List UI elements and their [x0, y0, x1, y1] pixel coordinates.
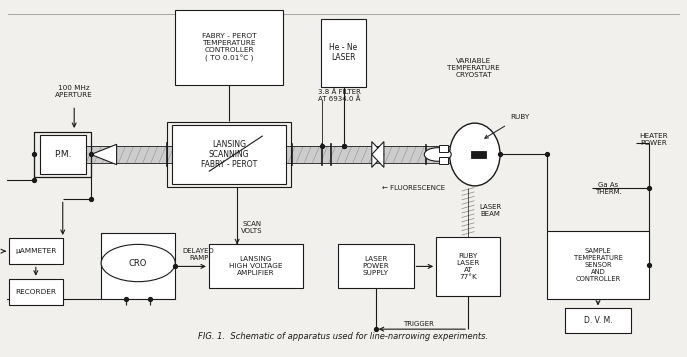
Circle shape [101, 244, 175, 282]
Text: SCAN
VOLTS: SCAN VOLTS [241, 221, 262, 234]
Text: ← FLUORESCENCE: ← FLUORESCENCE [382, 185, 445, 191]
FancyBboxPatch shape [547, 231, 649, 298]
Text: LANSING
SCANNING
FABRY - PEROT: LANSING SCANNING FABRY - PEROT [201, 140, 257, 169]
Text: 100 MHz
APERTURE: 100 MHz APERTURE [56, 85, 93, 98]
Polygon shape [372, 142, 384, 167]
Text: LASER
BEAM: LASER BEAM [480, 204, 502, 217]
FancyBboxPatch shape [101, 233, 175, 300]
Polygon shape [91, 144, 117, 165]
Text: HEATER
POWER: HEATER POWER [640, 133, 668, 146]
FancyBboxPatch shape [172, 125, 286, 184]
Text: CRO: CRO [129, 258, 147, 267]
Text: P.M.: P.M. [54, 150, 71, 159]
Text: DELAYED
RAMP: DELAYED RAMP [183, 248, 214, 261]
Text: RUBY: RUBY [510, 114, 530, 120]
Text: FABRY - PEROT
TEMPERATURE
CONTROLLER
( TO 0.01°C ): FABRY - PEROT TEMPERATURE CONTROLLER ( T… [202, 34, 256, 62]
FancyBboxPatch shape [40, 135, 86, 174]
Circle shape [425, 148, 451, 161]
Text: SAMPLE
TEMPERATURE
SENSOR
AND
CONTROLLER: SAMPLE TEMPERATURE SENSOR AND CONTROLLER [574, 248, 622, 282]
Ellipse shape [449, 123, 500, 186]
Text: RUBY
LASER
AT
77°K: RUBY LASER AT 77°K [456, 253, 480, 280]
FancyBboxPatch shape [209, 244, 303, 288]
FancyBboxPatch shape [9, 238, 63, 265]
Text: FIG. 1.  Schematic of apparatus used for line-narrowing experiments.: FIG. 1. Schematic of apparatus used for … [199, 332, 488, 341]
FancyBboxPatch shape [9, 278, 63, 305]
Text: LASER
POWER
SUPPLY: LASER POWER SUPPLY [363, 256, 390, 276]
Text: 3.8 Å FILTER
AT 6934.0 Å: 3.8 Å FILTER AT 6934.0 Å [318, 88, 361, 102]
Text: μAMMETER: μAMMETER [15, 248, 56, 254]
Polygon shape [372, 142, 384, 167]
FancyBboxPatch shape [321, 19, 366, 87]
Bar [439, 157, 448, 164]
FancyBboxPatch shape [565, 308, 631, 333]
FancyBboxPatch shape [338, 244, 414, 288]
Bar [471, 151, 486, 157]
Text: RECORDER: RECORDER [15, 289, 56, 295]
FancyBboxPatch shape [175, 10, 283, 85]
Bar [439, 145, 448, 152]
Text: D. V. M.: D. V. M. [584, 316, 612, 325]
Text: VARIABLE
TEMPERATURE
CRYOSTAT: VARIABLE TEMPERATURE CRYOSTAT [447, 58, 500, 78]
Text: TRIGGER: TRIGGER [403, 321, 434, 327]
Text: Ga As
THERM.: Ga As THERM. [595, 182, 622, 195]
Text: He - Ne
LASER: He - Ne LASER [329, 43, 358, 62]
FancyBboxPatch shape [436, 237, 500, 296]
Bar [87, 146, 492, 163]
Text: LANSING
HIGH VOLTAGE
AMPLIFIER: LANSING HIGH VOLTAGE AMPLIFIER [229, 256, 283, 276]
